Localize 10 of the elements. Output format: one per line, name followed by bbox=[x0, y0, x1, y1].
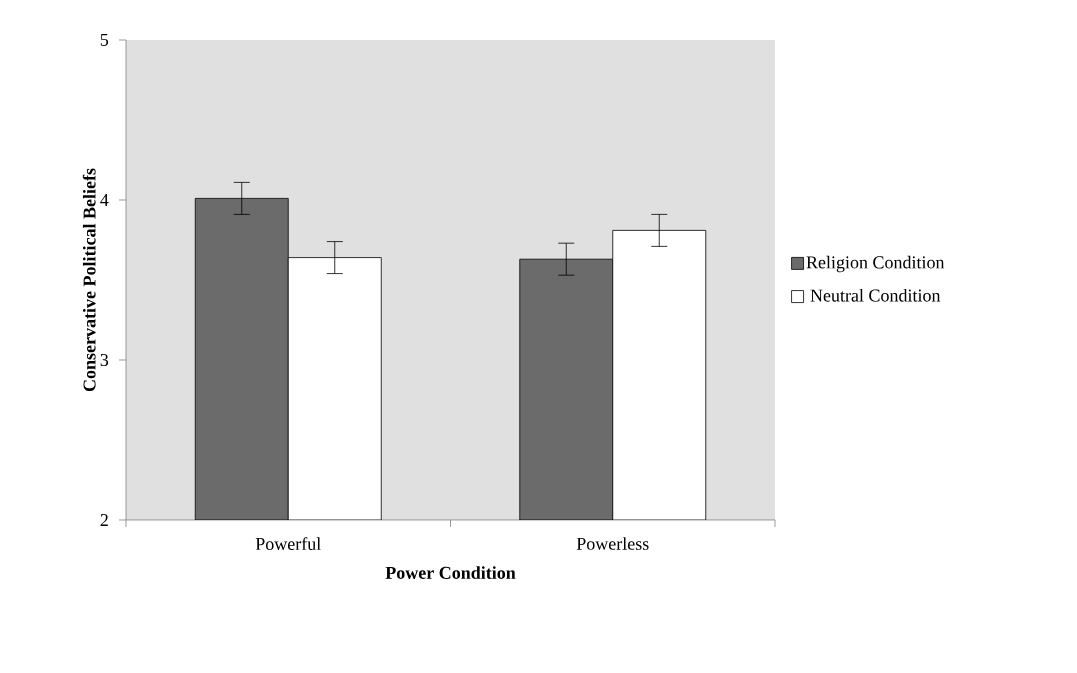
x-tick-label: Powerful bbox=[255, 537, 321, 551]
legend-label: Religion Condition bbox=[806, 255, 945, 273]
y-tick-label: 5 bbox=[100, 34, 109, 46]
y-axis-title: Conservative Political Beliefs bbox=[82, 168, 96, 392]
x-axis-title: Power Condition bbox=[385, 566, 516, 579]
legend-label: Neutral Condition bbox=[810, 288, 941, 302]
y-tick-label: 4 bbox=[100, 194, 109, 206]
y-tick-label: 2 bbox=[100, 514, 108, 526]
y-tick-label: 3 bbox=[100, 353, 109, 367]
x-tick-label: Powerless bbox=[576, 537, 649, 550]
